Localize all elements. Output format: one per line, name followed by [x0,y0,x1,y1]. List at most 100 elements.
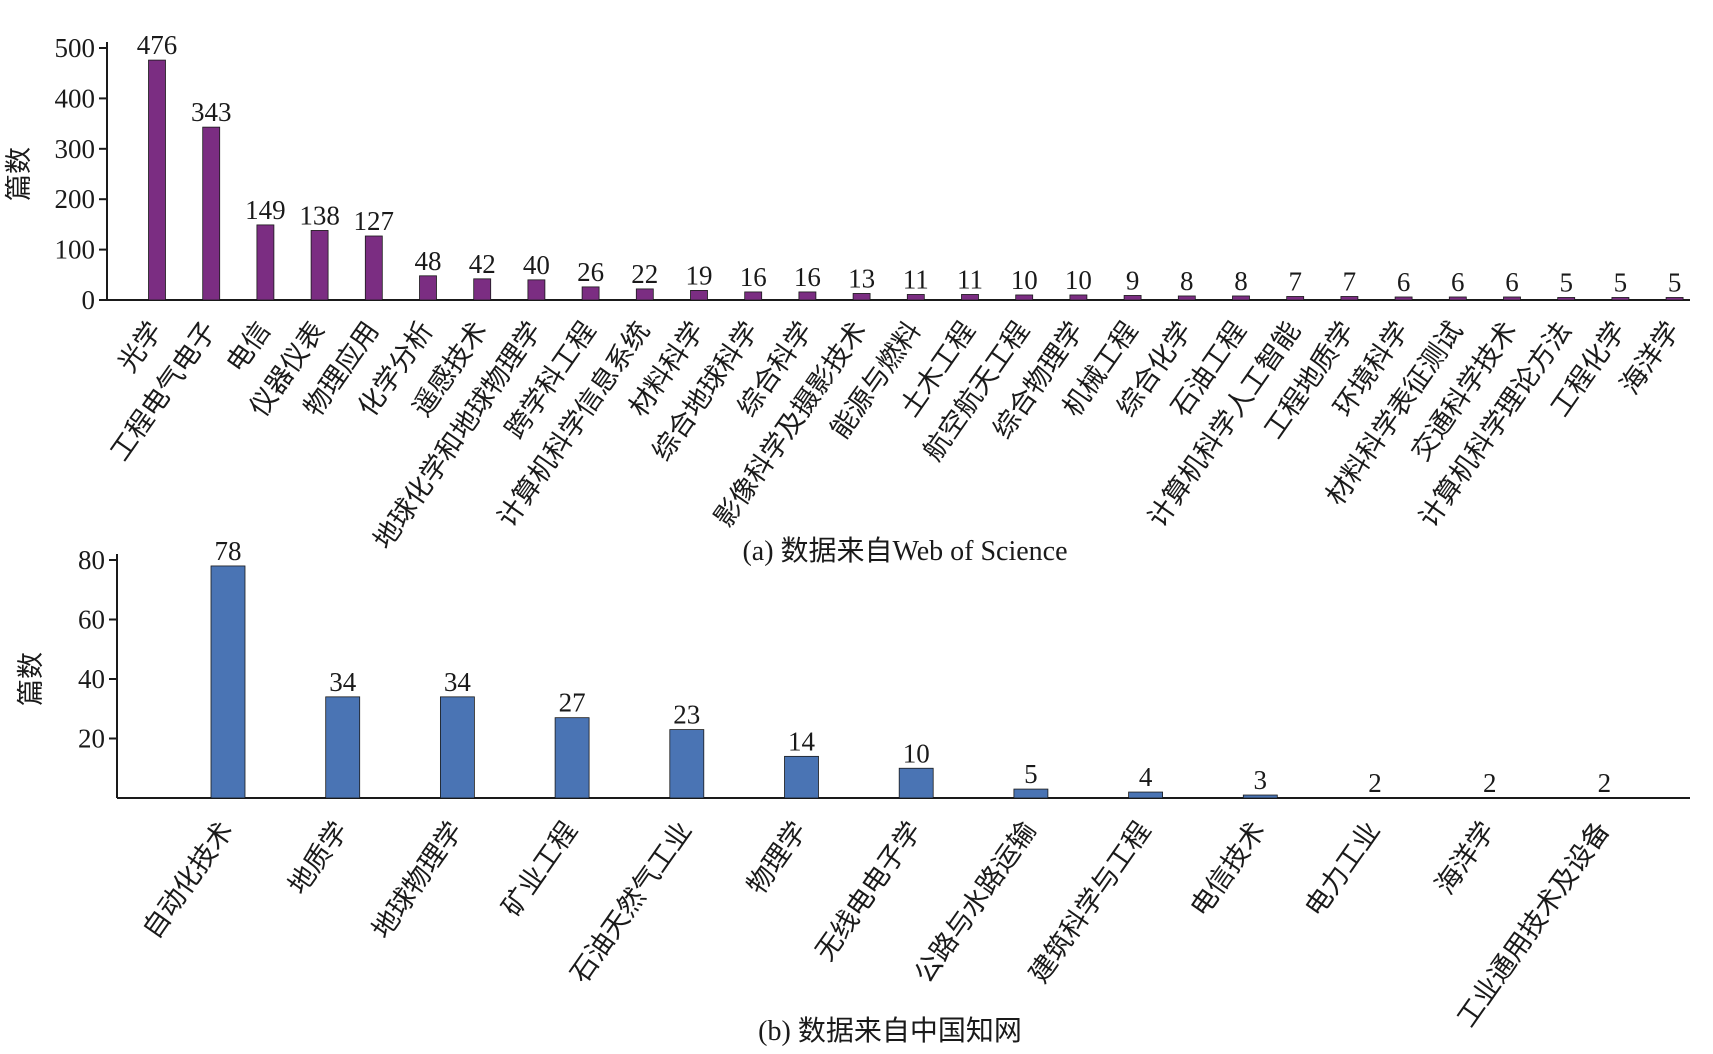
x-tick-label: 电力工业 [1299,816,1386,922]
bar [256,224,275,301]
data-label: 7 [1288,266,1302,296]
bar [473,278,492,301]
y-tick-label: 400 [55,83,96,113]
data-label: 19 [686,260,713,290]
bar [1242,794,1278,799]
x-tick-label: 海洋学 [1430,816,1501,900]
chart-a-caption: (a) 数据来自Web of Science [742,535,1067,567]
bar [202,126,221,301]
bar [906,294,925,301]
y-tick-label: 100 [55,235,96,265]
data-label: 34 [444,667,472,697]
data-label: 6 [1505,267,1519,297]
y-tick-label: 0 [82,285,96,315]
chart-b-cnki: 20406080篇数78自动化技术34地质学34地球物理学27矿业工程23石油天… [16,536,1690,1032]
data-label: 6 [1397,267,1411,297]
data-label: 10 [1065,265,1092,295]
bar [798,291,817,301]
bar [1448,296,1467,301]
data-label: 9 [1126,265,1140,295]
data-label: 2 [1598,768,1612,798]
bar [1123,295,1142,301]
y-tick-label: 80 [78,545,105,575]
data-label: 34 [329,667,357,697]
chart-a-web-of-science: 0100200300400500篇数476光学343工程电气电子149电信138… [4,30,1690,555]
chart-b-caption: (b) 数据来自中国知网 [758,1015,1022,1047]
data-label: 48 [415,246,442,276]
data-label: 5 [1668,267,1682,297]
bar [325,696,361,799]
data-label: 22 [631,259,658,289]
data-label: 2 [1368,768,1382,798]
data-label: 127 [354,206,395,236]
data-label: 6 [1451,267,1465,297]
bar [1128,791,1163,799]
y-tick-label: 500 [55,33,96,63]
x-tick-label: 海洋学 [1614,316,1685,400]
data-label: 14 [788,726,816,756]
data-label: 149 [245,195,286,225]
data-label: 4 [1139,762,1153,792]
bar [310,230,329,301]
data-label: 23 [673,700,700,730]
x-tick-label: 物理学 [741,816,812,900]
data-label: 8 [1180,266,1194,296]
bar [690,290,708,301]
data-label: 40 [523,250,550,280]
y-tick-label: 200 [55,184,96,214]
bar [669,729,705,799]
data-label: 5 [1024,759,1038,789]
bar [1340,296,1359,301]
bar [1177,295,1196,301]
data-label: 10 [1011,265,1038,295]
x-tick-label: 自动化技术 [137,816,239,944]
x-tick-label: 无线电电子学 [810,816,927,966]
data-label: 42 [469,249,496,279]
x-tick-label: 地质学 [283,816,354,900]
data-label: 13 [848,263,875,293]
bar [581,286,600,301]
bar [1611,297,1630,301]
data-label: 10 [903,738,930,768]
x-tick-label: 石油天然气工业 [565,816,698,988]
data-label: 11 [903,264,929,294]
bar [961,294,979,301]
data-label: 8 [1234,266,1248,296]
bar [1665,297,1684,301]
bar [1015,294,1034,301]
bar [898,767,934,799]
bar [439,696,475,799]
data-label: 7 [1343,266,1357,296]
data-label: 3 [1254,765,1268,795]
y-axis-title: 篇数 [16,652,46,706]
data-label: 138 [299,200,340,230]
bar [1013,788,1049,799]
x-tick-label: 光学 [112,316,168,377]
data-label: 5 [1614,267,1628,297]
bar [210,565,246,799]
data-label: 343 [191,97,232,127]
y-tick-label: 40 [78,664,105,694]
bar [784,755,819,799]
data-label: 5 [1559,267,1573,297]
data-label: 16 [740,262,767,292]
x-tick-label: 公路与水路运输 [909,816,1042,988]
y-tick-label: 20 [78,724,105,754]
x-tick-label: 地球物理学 [366,816,468,944]
bar [148,59,166,301]
bar [744,291,763,301]
y-axis-title: 篇数 [4,147,34,201]
bar [527,279,546,301]
x-tick-label: 电信技术 [1185,816,1272,922]
data-label: 2 [1483,768,1497,798]
x-tick-label: 矿业工程 [496,816,583,922]
data-label: 26 [577,257,604,287]
bar [364,235,383,301]
bar [1557,297,1576,301]
y-tick-label: 300 [55,134,96,164]
bar [419,275,437,301]
x-tick-label: 电信 [221,316,277,377]
x-tick-label: 建筑科学与工程 [1024,816,1157,988]
bar [1069,294,1088,301]
